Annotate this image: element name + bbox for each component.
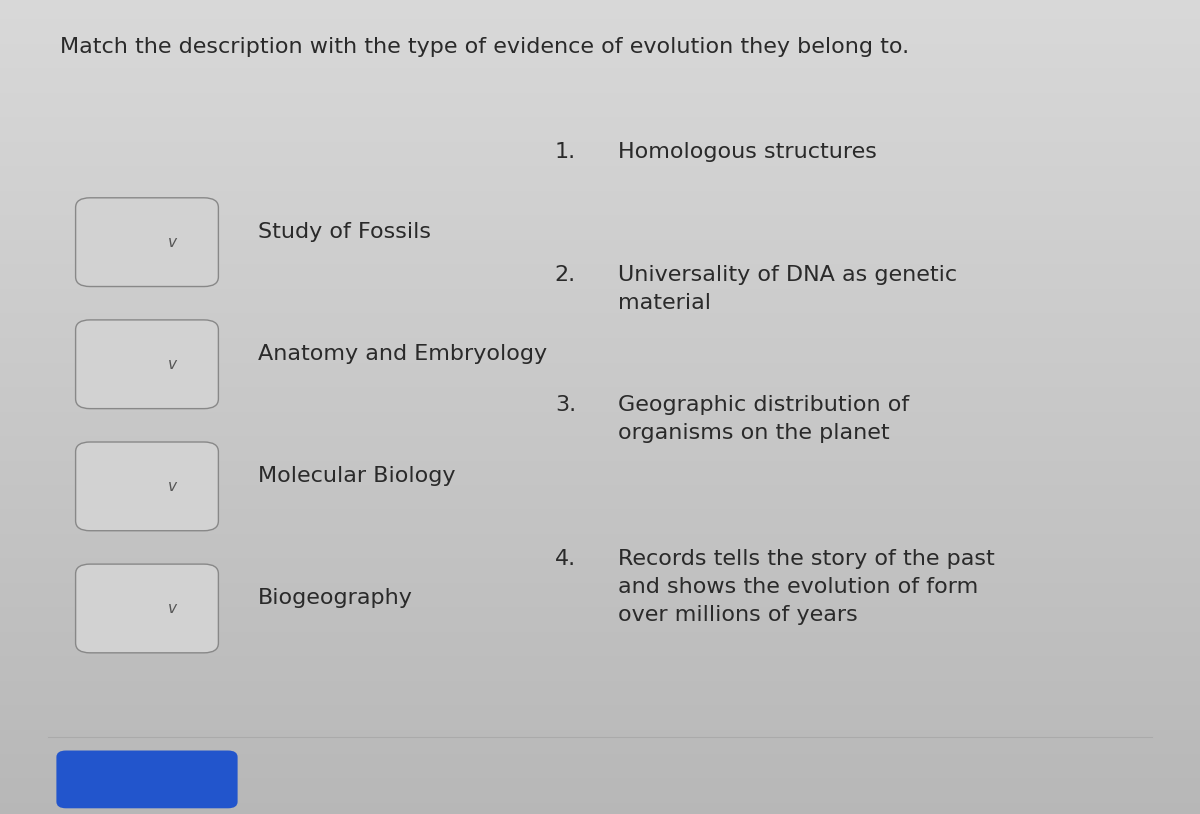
Text: v: v (168, 601, 176, 616)
Text: 1.: 1. (554, 142, 576, 163)
Text: Records tells the story of the past
and shows the evolution of form
over million: Records tells the story of the past and … (618, 549, 995, 625)
FancyBboxPatch shape (76, 442, 218, 531)
FancyBboxPatch shape (76, 198, 218, 287)
Text: v: v (168, 479, 176, 494)
Text: Match the description with the type of evidence of evolution they belong to.: Match the description with the type of e… (60, 37, 910, 57)
FancyBboxPatch shape (76, 320, 218, 409)
Text: v: v (168, 234, 176, 250)
Text: Universality of DNA as genetic
material: Universality of DNA as genetic material (618, 265, 958, 313)
Text: Anatomy and Embryology: Anatomy and Embryology (258, 344, 547, 364)
FancyBboxPatch shape (56, 751, 238, 808)
Text: 4.: 4. (554, 549, 576, 570)
Text: 2.: 2. (554, 265, 576, 285)
Text: Homologous structures: Homologous structures (618, 142, 877, 163)
Text: Study of Fossils: Study of Fossils (258, 222, 431, 242)
Text: 3.: 3. (554, 395, 576, 415)
FancyBboxPatch shape (76, 564, 218, 653)
Text: Geographic distribution of
organisms on the planet: Geographic distribution of organisms on … (618, 395, 910, 443)
Text: v: v (168, 357, 176, 372)
Text: Biogeography: Biogeography (258, 589, 413, 608)
Text: Molecular Biology: Molecular Biology (258, 466, 456, 486)
